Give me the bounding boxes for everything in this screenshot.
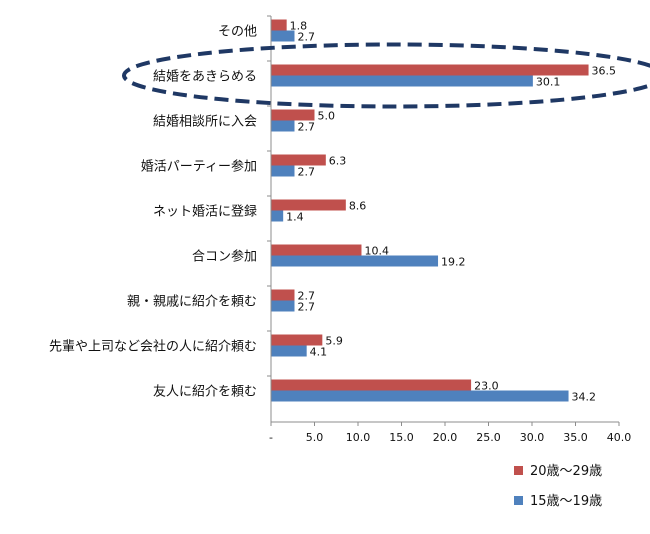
bar-20s (271, 154, 326, 166)
category-label: 結婚相談所に入会 (153, 114, 257, 130)
data-label: 5.9 (325, 335, 343, 348)
bar-20s (271, 109, 315, 121)
data-label: 34.2 (572, 391, 597, 404)
highlight-layer (122, 42, 650, 109)
data-label: 5.0 (318, 110, 336, 123)
category-label: その他 (218, 25, 257, 40)
x-tick-label: 5.0 (306, 431, 324, 444)
bar-20s (271, 199, 346, 211)
x-tick-label: 10.0 (346, 431, 371, 444)
category-label: 結婚をあきらめる (153, 70, 257, 85)
x-tick-label: 20.0 (433, 431, 458, 444)
x-tick-label: 15.0 (389, 431, 414, 444)
category-label: ネット婚活に登録 (153, 205, 257, 220)
bar-20s (271, 334, 323, 346)
data-label: 30.1 (536, 76, 561, 89)
data-label: 2.7 (297, 121, 315, 134)
bars-layer (271, 19, 589, 402)
category-labels: その他結婚をあきらめる結婚相談所に入会婚活パーティー参加ネット婚活に登録合コン参… (49, 25, 257, 400)
legend: 20歳～29歳 15歳～19歳 (514, 464, 602, 509)
data-label: 2.7 (297, 301, 315, 314)
bar-15-19 (271, 210, 284, 222)
data-label: 8.6 (349, 200, 367, 213)
value-labels: 1.82.736.530.15.02.76.32.78.61.410.419.2… (286, 20, 616, 404)
bar-15-19 (271, 255, 439, 267)
bar-20s (271, 64, 589, 76)
x-tick-label: - (269, 431, 273, 444)
bar-15-19 (271, 120, 295, 132)
data-label: 2.7 (297, 31, 315, 44)
legend-label: 15歳～19歳 (530, 494, 602, 509)
bar-15-19 (271, 75, 533, 87)
x-axis-ticks: - 5.0 10.0 15.0 20.0 25.0 30.0 35.0 40.0 (267, 15, 632, 444)
data-label: 4.1 (310, 346, 328, 359)
legend-label: 20歳～29歳 (530, 464, 602, 479)
category-label: 友人に紹介を頼む (153, 384, 257, 400)
x-tick-label: 40.0 (607, 431, 632, 444)
x-tick-label: 25.0 (476, 431, 501, 444)
x-tick-label: 30.0 (520, 431, 545, 444)
data-label: 19.2 (441, 256, 466, 269)
data-label: 1.8 (290, 20, 308, 33)
data-label: 6.3 (329, 155, 347, 168)
bar-20s (271, 244, 362, 256)
data-label: 36.5 (592, 65, 617, 78)
legend-swatch-20s (514, 466, 523, 475)
x-tick-label: 35.0 (563, 431, 588, 444)
bar-15-19 (271, 165, 295, 177)
highlight-ellipse (122, 42, 650, 109)
bar-20s (271, 19, 287, 31)
data-label: 2.7 (297, 166, 315, 179)
bar-15-19 (271, 345, 307, 357)
data-label: 23.0 (474, 380, 499, 393)
data-label: 2.7 (297, 290, 315, 303)
category-label: 合コン参加 (192, 249, 257, 265)
bar-20s (271, 379, 472, 391)
bar-20s (271, 289, 295, 301)
legend-swatch-15-19 (514, 496, 523, 505)
category-label: 先輩や上司など会社の人に紹介頼む (49, 339, 257, 355)
category-label: 親・親戚に紹介を頼む (127, 295, 257, 310)
bar-15-19 (271, 300, 295, 312)
data-label: 10.4 (364, 245, 389, 258)
category-label: 婚活パーティー参加 (141, 159, 257, 175)
bar-15-19 (271, 390, 569, 402)
data-label: 1.4 (286, 211, 304, 224)
bar-15-19 (271, 30, 295, 42)
